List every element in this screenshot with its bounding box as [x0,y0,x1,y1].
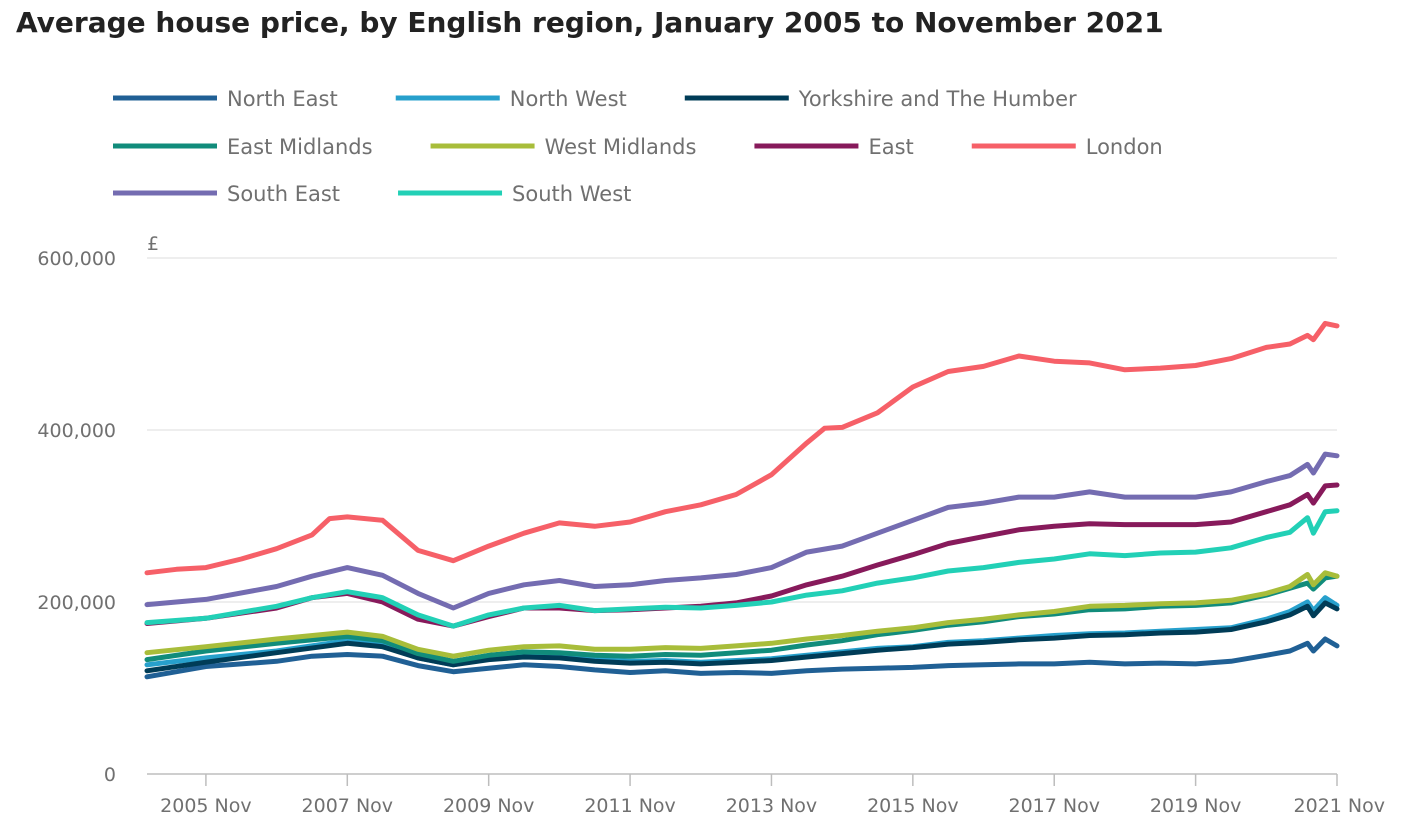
legend-item: South East [113,182,340,206]
x-tick-label: 2011 Nov [584,795,675,817]
x-tick-label: 2015 Nov [867,795,958,817]
series-line-north-east [144,636,1340,680]
legend-label: North West [510,87,627,111]
series-line-east [144,482,1340,629]
legend-label: South East [227,182,340,206]
y-axis-ticks: 0 200,000 400,000 600,000 [37,248,116,786]
series-line-london [144,320,1340,576]
legend-item: South West [398,182,631,206]
series-line-south-east [144,451,1340,611]
legend-label: West Midlands [545,135,697,159]
x-tick-label: 2021 Nov [1294,795,1385,817]
x-tick-label: 2007 Nov [302,795,393,817]
legend-label: London [1086,135,1163,159]
y-tick-label: 0 [104,764,116,786]
y-tick-label: 400,000 [37,420,116,442]
legend-item: East [754,135,914,159]
y-tick-label: 200,000 [37,592,116,614]
legend-label: Yorkshire and The Humber [798,87,1077,111]
legend-item: London [971,135,1163,159]
legend-item: West Midlands [430,135,697,159]
legend-label: South West [512,182,631,206]
legend-label: East Midlands [227,135,373,159]
gridlines [147,257,1337,603]
x-tick-label: 2013 Nov [726,795,817,817]
legend-item: North East [113,87,338,111]
legend-item: East Midlands [113,135,373,159]
x-tick-label: 2019 Nov [1150,795,1241,817]
x-axis: 2005 Nov 2007 Nov 2009 Nov 2011 Nov 2013 Nov… [147,773,1385,817]
x-tick-label: 2017 Nov [1008,795,1099,817]
legend-item: Yorkshire and The Humber [684,87,1077,111]
y-tick-label: 600,000 [37,248,116,270]
series-lines [144,320,1340,680]
series-line-yorkshire-and-the-humber [144,600,1340,674]
chart-title: Average house price, by English region, … [16,6,1164,39]
legend: North East North West Yorkshire and The Hu… [113,87,1163,206]
legend-item: North West [395,87,627,111]
series-line-west-midlands [144,570,1340,659]
legend-label: East [868,135,913,159]
legend-label: North East [227,87,338,111]
y-axis-unit: £ [147,233,159,255]
x-tick-label: 2005 Nov [160,795,251,817]
series-line-south-west [144,508,1340,629]
x-tick-label: 2009 Nov [443,795,534,817]
